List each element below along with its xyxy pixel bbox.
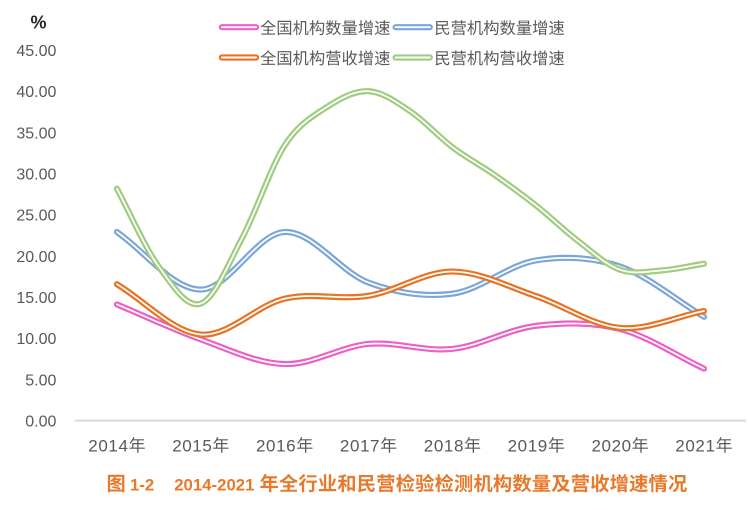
svg-text:25.00: 25.00 [16,208,56,225]
svg-text:2020: 2020 [592,436,632,455]
svg-text:2014-2021: 2014-2021 [174,476,254,495]
svg-text:2014: 2014 [88,436,128,455]
svg-text:30.00: 30.00 [16,167,56,184]
svg-text:20.00: 20.00 [16,249,56,266]
svg-text:1-2: 1-2 [130,476,154,495]
svg-text:2016: 2016 [256,436,296,455]
svg-text:35.00: 35.00 [16,125,56,142]
svg-text:45.00: 45.00 [16,43,56,60]
svg-text:2019: 2019 [508,436,548,455]
svg-text:2018: 2018 [424,436,464,455]
svg-text:2015: 2015 [172,436,212,455]
svg-text:10.00: 10.00 [16,331,56,348]
svg-text:%: % [30,13,46,33]
svg-text:0.00: 0.00 [25,414,56,431]
svg-text:5.00: 5.00 [25,372,56,389]
svg-text:2021: 2021 [675,436,715,455]
svg-text:2017: 2017 [340,436,380,455]
svg-text:40.00: 40.00 [16,84,56,101]
svg-text:15.00: 15.00 [16,290,56,307]
